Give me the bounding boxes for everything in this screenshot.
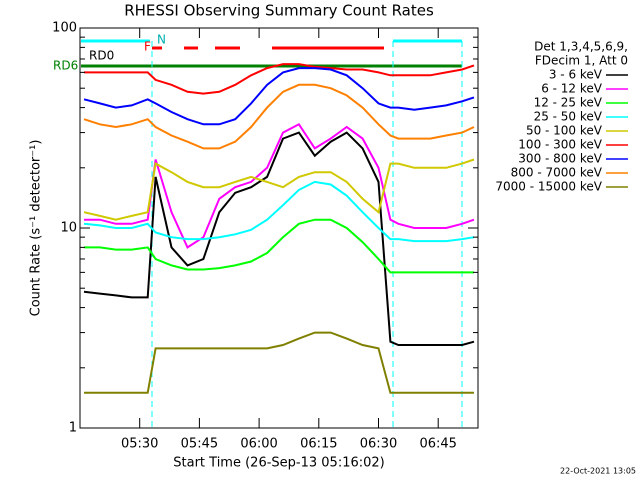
series-line xyxy=(84,63,475,95)
y-tick-label: 1 xyxy=(69,421,77,436)
legend-header: FDecim 1, Att 0 xyxy=(535,54,628,68)
series-line xyxy=(84,218,474,274)
series-line xyxy=(83,83,475,150)
legend-label: 25 - 50 keV xyxy=(534,110,603,124)
x-tick-label: 06:00 xyxy=(240,437,277,452)
legend-label: 7000 - 15000 keV xyxy=(495,180,602,194)
series-line xyxy=(84,331,474,394)
footer: 22-Oct-2021 13:05 xyxy=(560,467,636,476)
x-tick-label: 06:15 xyxy=(300,437,337,452)
x-tick-label: 05:45 xyxy=(181,437,218,452)
y-tick-label: 10 xyxy=(60,221,77,236)
x-tick-label: 05:30 xyxy=(121,437,158,452)
plot xyxy=(83,63,475,394)
legend-label: 12 - 25 keV xyxy=(534,96,603,110)
legend-header: Det 1,3,4,5,6,9, xyxy=(534,40,628,54)
legend-label: 800 - 7000 keV xyxy=(511,166,603,180)
flag-f: F xyxy=(144,40,151,54)
series-line xyxy=(83,131,475,346)
legend-label: 3 - 6 keV xyxy=(549,68,603,82)
series-line xyxy=(83,180,475,243)
x-axis-title: Start Time (26-Sep-13 05:16:02) xyxy=(173,456,384,471)
series-line xyxy=(83,158,475,221)
rd0-label: RD0 xyxy=(89,49,114,63)
legend-label: 50 - 100 keV xyxy=(526,124,603,138)
flag-n: N xyxy=(157,33,166,47)
y-tick-label: 100 xyxy=(52,21,77,36)
series-line xyxy=(83,67,475,126)
rd6-label: RD6 xyxy=(53,59,78,73)
chart-title: RHESSI Observing Summary Count Rates xyxy=(124,2,434,20)
x-tick-label: 06:30 xyxy=(360,437,397,452)
legend-label: 6 - 12 keV xyxy=(541,82,603,96)
legend-label: 100 - 300 keV xyxy=(518,138,602,152)
x-tick-label: 06:45 xyxy=(419,437,456,452)
legend-label: 300 - 800 keV xyxy=(518,152,602,166)
y-axis-title: Count Rate (s⁻¹ detector⁻¹) xyxy=(29,140,44,317)
